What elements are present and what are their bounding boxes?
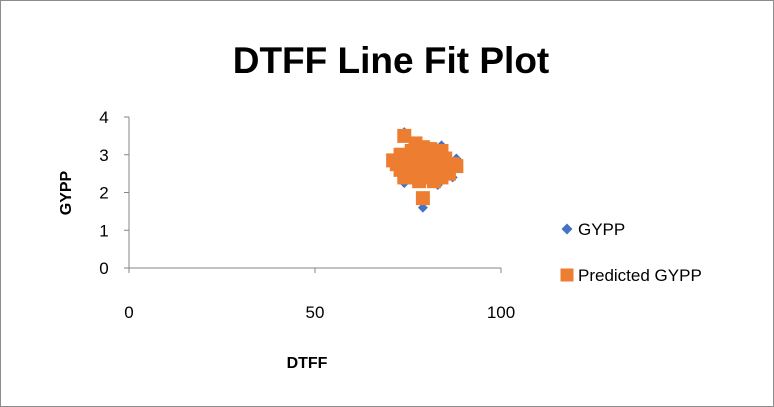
legend-gypp-label: GYPP — [578, 220, 625, 239]
axes: 0 1 2 3 4 0 50 100 — [99, 108, 515, 322]
x-axis-title: DTFF — [287, 355, 328, 372]
legend-gypp-marker — [561, 223, 573, 235]
legend: GYPP Predicted GYPP — [560, 220, 702, 285]
y-tick-label: 2 — [99, 184, 108, 203]
y-tick-label: 3 — [99, 146, 108, 165]
y-tick-label: 1 — [99, 221, 108, 240]
legend-predicted-gypp-marker — [560, 268, 574, 282]
x-tick-label: 50 — [306, 303, 325, 322]
predicted-gypp-point — [415, 191, 430, 206]
y-tick-label: 4 — [99, 108, 108, 127]
predicted-gypp-point — [397, 128, 412, 143]
y-axis-title: GYPP — [58, 170, 75, 215]
x-tick-label: 0 — [124, 303, 133, 322]
legend-predicted-gypp-label: Predicted GYPP — [578, 266, 702, 285]
chart-title: DTFF Line Fit Plot — [233, 40, 550, 81]
predicted-gypp-point — [449, 159, 464, 174]
x-tick-label: 100 — [487, 303, 515, 322]
y-tick-label: 0 — [99, 259, 108, 278]
data-marks — [386, 127, 464, 213]
